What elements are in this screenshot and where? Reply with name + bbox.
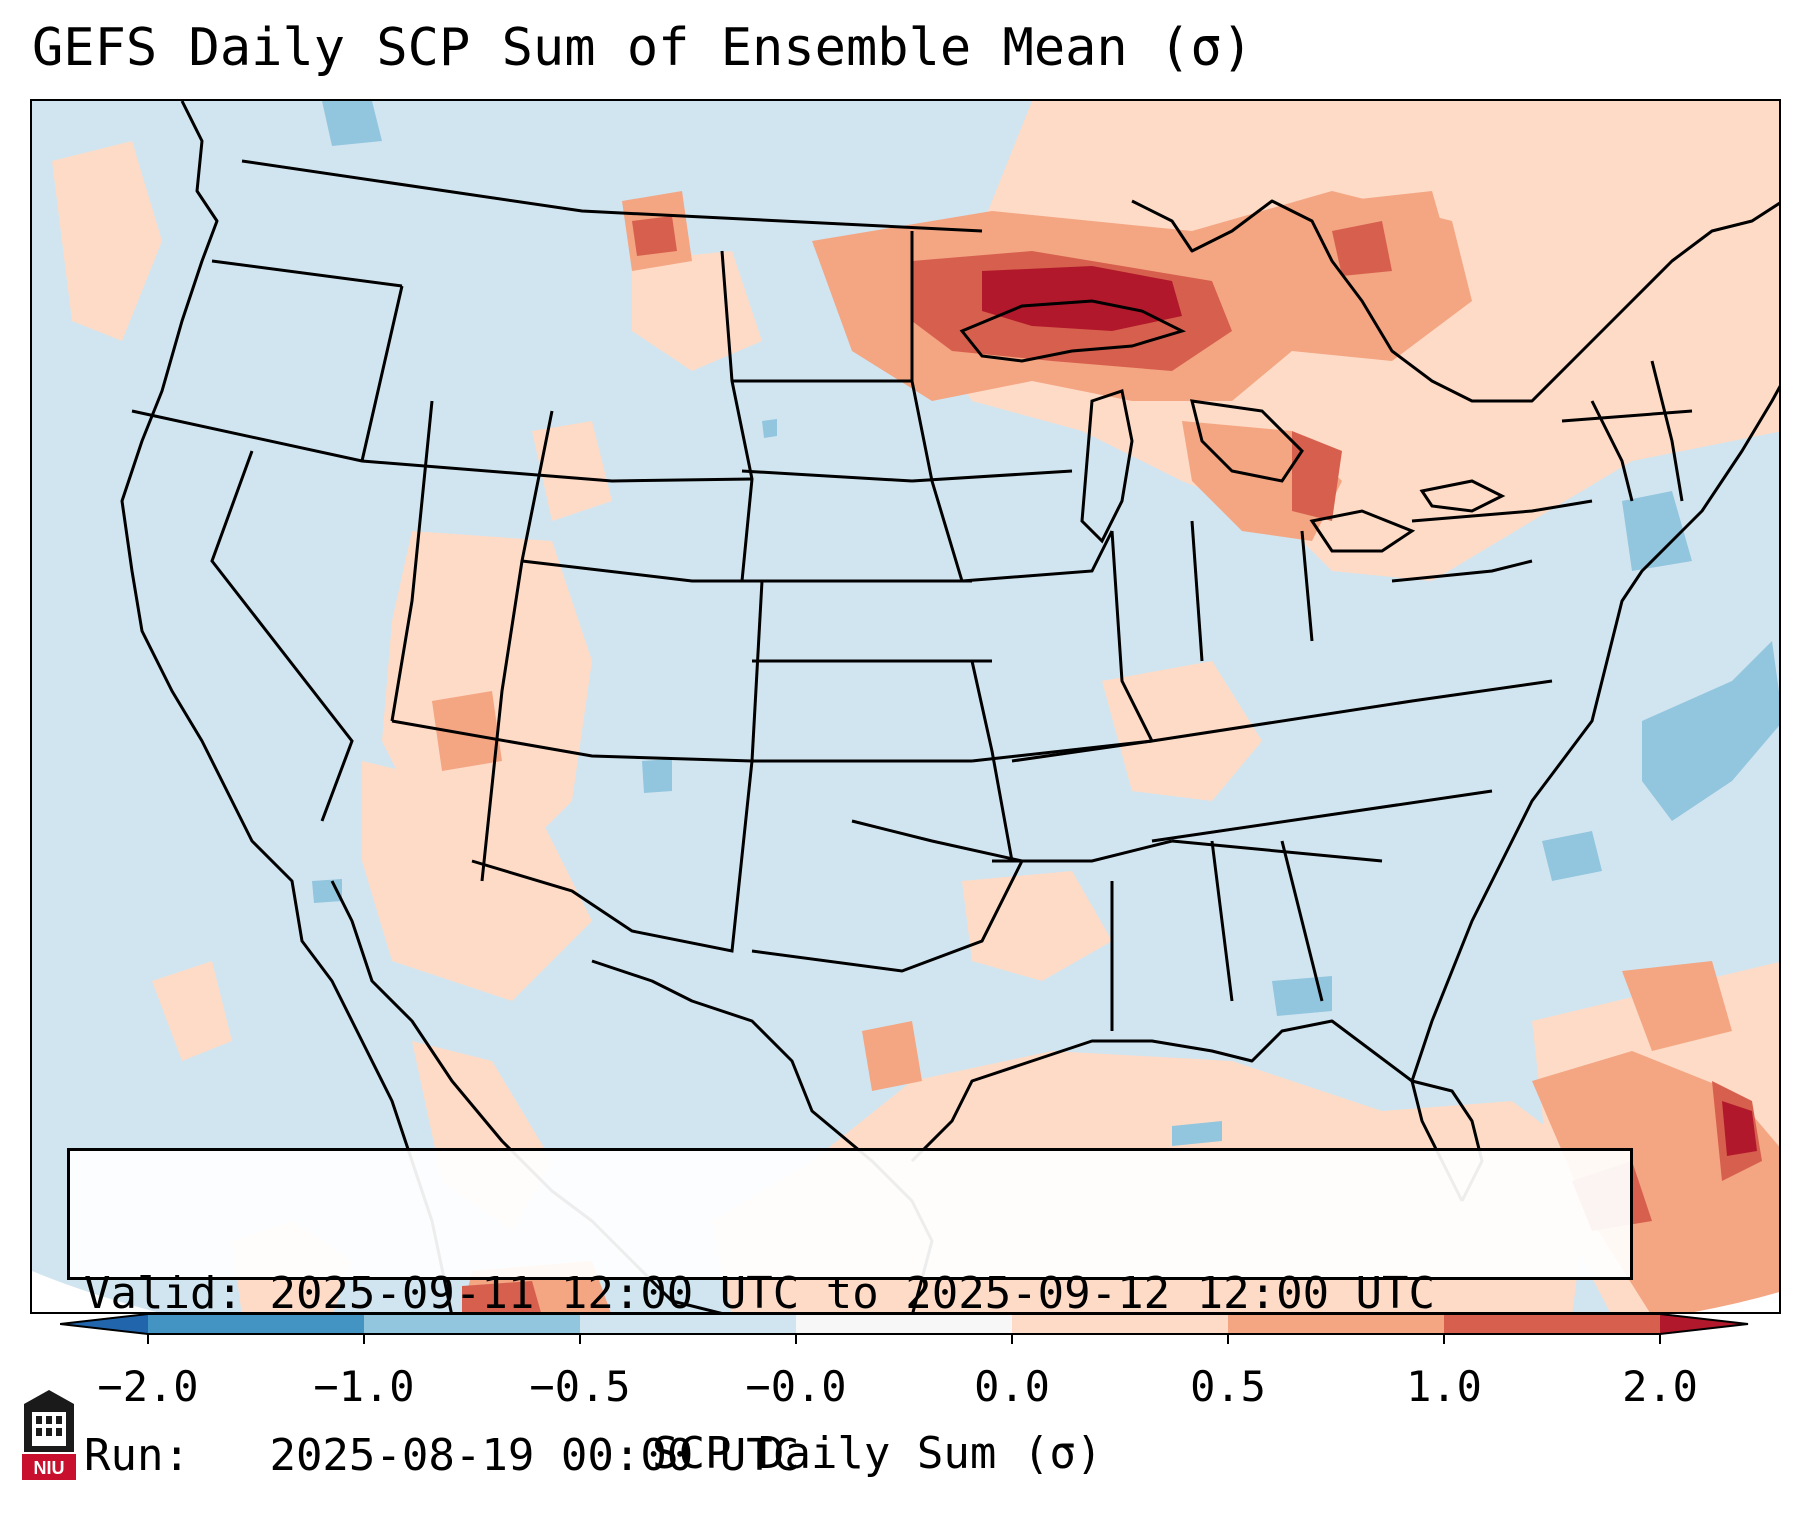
colorbar-segment-5 <box>1228 1314 1444 1334</box>
map-svg <box>32 101 1779 1312</box>
colorbar-tick-label: 1.0 <box>1406 1362 1482 1411</box>
niu-logo: NIU <box>18 1388 80 1488</box>
state-boundaries <box>131 159 1693 1031</box>
run-value: 2025-08-19 00:00 UTC <box>269 1430 800 1481</box>
colorbar-tick-label: 0.0 <box>974 1362 1050 1411</box>
valid-value: 2025-09-11 12:00 UTC to 2025-09-12 12:00… <box>269 1268 1436 1319</box>
map-panel <box>30 99 1781 1314</box>
valid-run-box: Valid: 2025-09-11 12:00 UTC to 2025-09-1… <box>67 1148 1633 1481</box>
colorbar-tick-label: −2.0 <box>97 1362 199 1411</box>
colorbar-segment-0 <box>148 1314 364 1334</box>
colorbar-segment-2 <box>580 1314 796 1334</box>
colorbar-tick-label: −1.0 <box>313 1362 415 1411</box>
colorbar-ticks <box>147 1334 1661 1344</box>
colorbar-tick-label: −0.0 <box>745 1362 847 1411</box>
colorbar-label: SCP Daily Sum (σ) <box>652 1428 1103 1479</box>
colorbar <box>59 1312 1750 1368</box>
colorbar-segment-1 <box>364 1314 580 1334</box>
niu-logo-icon: NIU <box>22 1390 76 1480</box>
projection-edge-left <box>32 1271 157 1312</box>
colorbar-extend-low <box>60 1314 148 1334</box>
colorbar-segment-6 <box>1444 1314 1660 1334</box>
run-label: Run: <box>84 1430 190 1481</box>
logo-text: NIU <box>34 1458 65 1478</box>
colorbar-tick-label: −0.5 <box>529 1362 631 1411</box>
title-text: GEFS Daily SCP Sum of Ensemble Mean (σ) <box>32 18 1253 78</box>
chart-title: GEFS Daily SCP Sum of Ensemble Mean (σ) <box>32 22 1253 74</box>
colorbar-segment-4 <box>1012 1314 1228 1334</box>
valid-label: Valid: <box>84 1268 243 1319</box>
run-line: Run: 2025-08-19 00:00 UTC <box>84 1429 1616 1483</box>
colorbar-segment-3 <box>796 1314 1012 1334</box>
anomaly-layer-2.0 <box>982 266 1757 1156</box>
great-lakes <box>959 299 1506 553</box>
colorbar-extend-high <box>1660 1314 1748 1334</box>
projection-edge-right <box>1694 1292 1779 1312</box>
colorbar-tick-label: 0.5 <box>1190 1362 1266 1411</box>
colorbar-svg <box>59 1313 1749 1344</box>
colorbar-tick-label: 2.0 <box>1622 1362 1698 1411</box>
valid-line: Valid: 2025-09-11 12:00 UTC to 2025-09-1… <box>84 1267 1616 1321</box>
